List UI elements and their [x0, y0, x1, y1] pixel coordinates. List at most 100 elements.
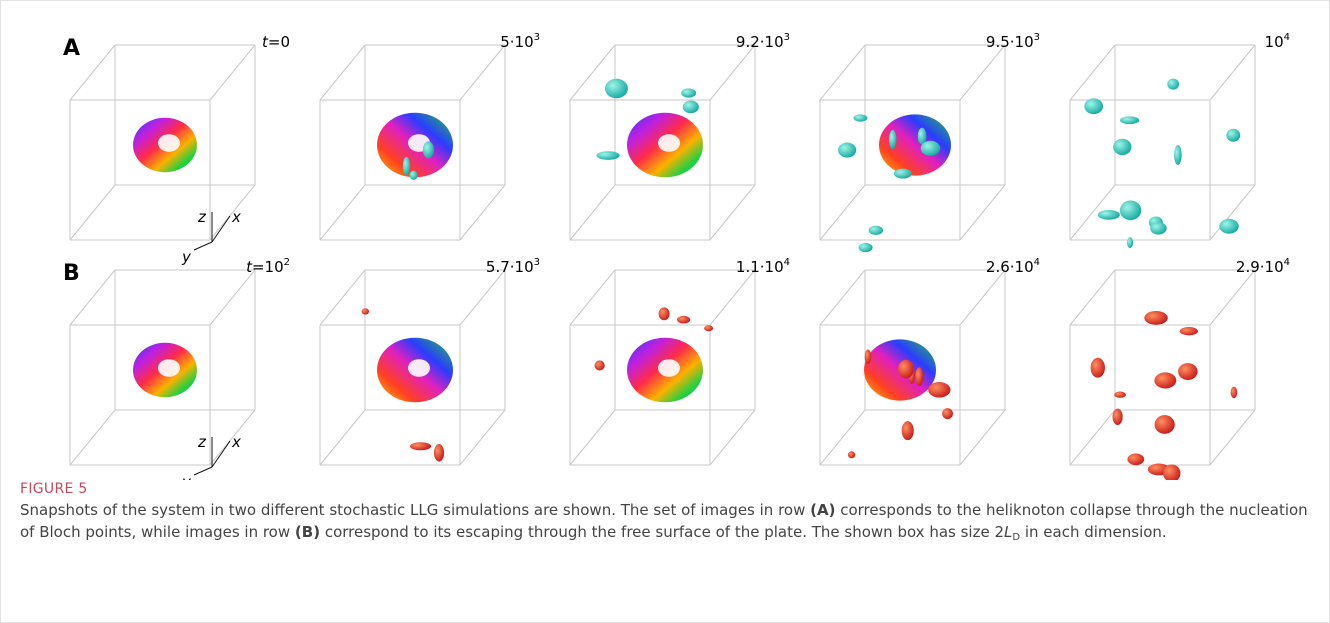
cube-edge	[1210, 45, 1255, 100]
time-value: 5.7·10	[486, 258, 534, 276]
caption: Snapshots of the system in two different…	[20, 500, 1315, 548]
isosurface	[362, 308, 369, 314]
time-label: 2.9·104	[1236, 257, 1290, 276]
isosurface	[1120, 201, 1141, 221]
time-value: =10	[252, 258, 284, 276]
time-value: 5·10	[500, 33, 533, 51]
cube-edge	[460, 45, 505, 100]
isosurface	[595, 360, 605, 370]
axis-arrow	[194, 467, 212, 475]
time-exponent: 3	[1034, 32, 1040, 43]
isosurface	[1091, 358, 1105, 378]
time-label: t=102	[246, 257, 290, 276]
cube-edge	[570, 410, 615, 465]
isosurface	[1154, 372, 1176, 388]
isosurface	[1167, 79, 1179, 90]
isosurface-hole	[658, 359, 680, 377]
isosurface	[1113, 139, 1131, 155]
cube-edge	[70, 185, 115, 240]
isosurface	[677, 316, 690, 324]
isosurface	[1219, 219, 1238, 234]
axis-label: z	[197, 433, 207, 451]
isosurface	[915, 367, 923, 386]
isosurface	[1174, 145, 1182, 165]
isosurface	[848, 451, 855, 458]
time-label: 2.6·104	[986, 257, 1040, 276]
cube-edge	[820, 410, 865, 465]
isosurface	[865, 349, 872, 363]
isosurface	[942, 408, 953, 419]
isosurface-hole	[158, 359, 180, 377]
cube-edge	[710, 45, 755, 100]
isosurface	[921, 141, 941, 156]
cube-edge	[960, 185, 1005, 240]
time-value: 2.9·10	[1236, 258, 1284, 276]
isosurface	[1084, 98, 1103, 114]
figure-label: FIGURE 5	[20, 481, 88, 497]
isosurface	[1150, 222, 1167, 235]
cube-edge	[320, 185, 365, 240]
isosurface	[605, 79, 628, 99]
isosurface	[889, 130, 896, 149]
isosurface	[1120, 116, 1139, 124]
isosurface	[894, 169, 912, 179]
cube-edge	[960, 45, 1005, 100]
cube-edge	[210, 270, 255, 325]
isosurface-hole	[408, 359, 430, 377]
time-value: 9.5·10	[986, 33, 1034, 51]
axis-arrow	[194, 242, 212, 250]
time-label: 5·103	[500, 32, 540, 51]
isosurface	[1098, 210, 1120, 220]
isosurface	[410, 442, 431, 450]
panel-label: B	[63, 261, 80, 286]
cube-edge	[820, 45, 865, 100]
time-value: 9.2·10	[736, 33, 784, 51]
axis-arrow	[212, 216, 230, 242]
cube-edge	[460, 410, 505, 465]
isosurface	[423, 141, 434, 158]
time-exponent: 4	[1284, 32, 1290, 43]
isosurface	[1180, 327, 1198, 335]
cube-edge	[1210, 410, 1255, 465]
isosurface	[928, 382, 950, 397]
isosurface	[838, 143, 856, 158]
isosurface	[1112, 409, 1122, 425]
isosurface	[681, 88, 696, 97]
time-exponent: 2	[284, 257, 290, 268]
time-exponent: 4	[1034, 257, 1040, 268]
cube-edge	[1070, 410, 1115, 465]
isosurface	[869, 226, 883, 235]
axis-label: z	[197, 208, 207, 226]
time-label: 9.2·103	[736, 32, 790, 51]
isosurface	[659, 307, 670, 320]
axis-label: x	[231, 433, 241, 451]
isosurface	[434, 444, 444, 462]
time-value: 10	[1265, 33, 1284, 51]
time-label: 9.5·103	[986, 32, 1040, 51]
isosurface	[898, 360, 914, 379]
isosurface	[410, 171, 418, 180]
cube-edge	[460, 270, 505, 325]
isosurface	[403, 157, 410, 175]
time-value: 1.1·10	[736, 258, 784, 276]
isosurface	[1144, 311, 1168, 325]
cube-edge	[960, 270, 1005, 325]
cube-edge	[820, 185, 865, 240]
isosurface	[597, 151, 620, 160]
cube-edge	[960, 410, 1005, 465]
cube-edge	[570, 270, 615, 325]
time-exponent: 4	[784, 257, 790, 268]
time-value: 2.6·10	[986, 258, 1034, 276]
cube-edge	[210, 45, 255, 100]
cube-edge	[460, 185, 505, 240]
time-label: 104	[1265, 32, 1290, 51]
isosurface	[1231, 387, 1238, 398]
isosurface	[853, 114, 867, 121]
cube-edge	[570, 185, 615, 240]
isosurface-hole	[158, 134, 180, 152]
cube-edge	[320, 270, 365, 325]
isosurface	[902, 421, 914, 440]
isosurface	[1127, 237, 1133, 248]
caption-segment: Snapshots of the system in two different…	[20, 501, 810, 519]
cube-edge	[1210, 270, 1255, 325]
